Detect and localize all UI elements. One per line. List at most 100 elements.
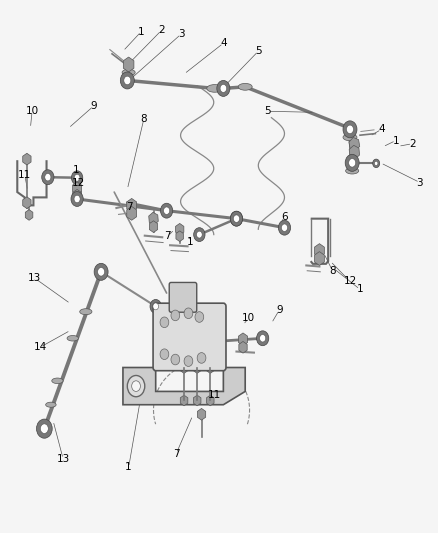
Ellipse shape xyxy=(52,378,63,384)
Text: 2: 2 xyxy=(409,139,416,149)
Polygon shape xyxy=(198,408,206,420)
Polygon shape xyxy=(176,223,184,235)
Text: 7: 7 xyxy=(165,231,171,241)
Text: 1: 1 xyxy=(138,27,145,37)
Circle shape xyxy=(150,300,161,313)
Text: 4: 4 xyxy=(378,124,385,134)
Circle shape xyxy=(184,308,193,319)
Polygon shape xyxy=(239,342,247,353)
Polygon shape xyxy=(73,189,81,202)
Polygon shape xyxy=(180,362,188,373)
Text: 3: 3 xyxy=(417,177,423,188)
FancyBboxPatch shape xyxy=(169,282,197,312)
Polygon shape xyxy=(149,221,158,232)
Ellipse shape xyxy=(346,167,359,174)
Circle shape xyxy=(257,331,269,346)
Polygon shape xyxy=(206,395,214,406)
Text: 7: 7 xyxy=(173,449,180,458)
Circle shape xyxy=(36,419,52,438)
Circle shape xyxy=(233,215,240,222)
Circle shape xyxy=(163,207,170,214)
Circle shape xyxy=(153,303,159,310)
Circle shape xyxy=(230,211,243,226)
Circle shape xyxy=(282,224,288,231)
Circle shape xyxy=(184,356,193,367)
Text: 1: 1 xyxy=(357,285,364,294)
Polygon shape xyxy=(206,362,215,373)
Ellipse shape xyxy=(80,309,92,314)
Text: 10: 10 xyxy=(25,106,39,116)
Polygon shape xyxy=(73,182,81,195)
Circle shape xyxy=(279,220,290,235)
Text: 6: 6 xyxy=(281,212,288,222)
Polygon shape xyxy=(193,362,201,373)
Text: 13: 13 xyxy=(28,273,41,283)
Circle shape xyxy=(74,174,80,181)
Circle shape xyxy=(343,121,357,138)
Polygon shape xyxy=(149,212,158,225)
Ellipse shape xyxy=(343,134,357,141)
Text: 3: 3 xyxy=(178,29,184,39)
Circle shape xyxy=(94,263,108,280)
Text: 1: 1 xyxy=(392,135,399,146)
Circle shape xyxy=(260,335,266,342)
Circle shape xyxy=(160,203,173,218)
Circle shape xyxy=(124,76,131,85)
Circle shape xyxy=(74,195,80,203)
Circle shape xyxy=(217,80,230,96)
Polygon shape xyxy=(127,206,137,220)
Polygon shape xyxy=(23,197,31,208)
Text: 1: 1 xyxy=(125,463,132,472)
Text: 8: 8 xyxy=(329,266,336,276)
Circle shape xyxy=(346,125,353,134)
Circle shape xyxy=(230,211,243,226)
Ellipse shape xyxy=(207,85,223,92)
Polygon shape xyxy=(349,146,360,159)
Polygon shape xyxy=(123,368,245,405)
Text: 5: 5 xyxy=(265,106,271,116)
Ellipse shape xyxy=(67,335,78,341)
Circle shape xyxy=(71,191,83,206)
Text: 1: 1 xyxy=(187,237,194,247)
Polygon shape xyxy=(314,244,324,257)
Text: 9: 9 xyxy=(276,305,283,315)
Circle shape xyxy=(160,317,169,328)
FancyBboxPatch shape xyxy=(153,303,226,370)
Text: 8: 8 xyxy=(141,114,147,124)
Polygon shape xyxy=(23,154,31,165)
Polygon shape xyxy=(124,57,134,72)
Text: 5: 5 xyxy=(255,46,261,56)
Polygon shape xyxy=(180,395,188,406)
Polygon shape xyxy=(238,333,247,346)
Circle shape xyxy=(171,310,180,321)
Polygon shape xyxy=(349,138,360,151)
Text: 11: 11 xyxy=(208,390,221,400)
Circle shape xyxy=(40,424,48,433)
Text: 4: 4 xyxy=(220,38,227,48)
Text: 7: 7 xyxy=(126,202,133,212)
Ellipse shape xyxy=(122,69,135,76)
Circle shape xyxy=(194,228,205,241)
Circle shape xyxy=(171,354,180,365)
Polygon shape xyxy=(25,209,33,220)
Text: 12: 12 xyxy=(343,277,357,286)
Polygon shape xyxy=(194,395,201,406)
Circle shape xyxy=(374,161,378,165)
Ellipse shape xyxy=(46,402,56,407)
Circle shape xyxy=(220,84,226,92)
Circle shape xyxy=(349,159,356,167)
Circle shape xyxy=(197,353,206,364)
Text: 11: 11 xyxy=(18,170,32,180)
Circle shape xyxy=(373,159,380,167)
Text: 13: 13 xyxy=(57,454,70,464)
Text: 14: 14 xyxy=(33,342,46,352)
Text: 12: 12 xyxy=(72,178,85,188)
Text: 9: 9 xyxy=(90,101,97,111)
Circle shape xyxy=(233,215,240,222)
Circle shape xyxy=(120,72,134,89)
Circle shape xyxy=(45,173,51,181)
Ellipse shape xyxy=(238,83,252,90)
Circle shape xyxy=(71,171,83,184)
Circle shape xyxy=(195,312,204,322)
Polygon shape xyxy=(314,252,324,265)
